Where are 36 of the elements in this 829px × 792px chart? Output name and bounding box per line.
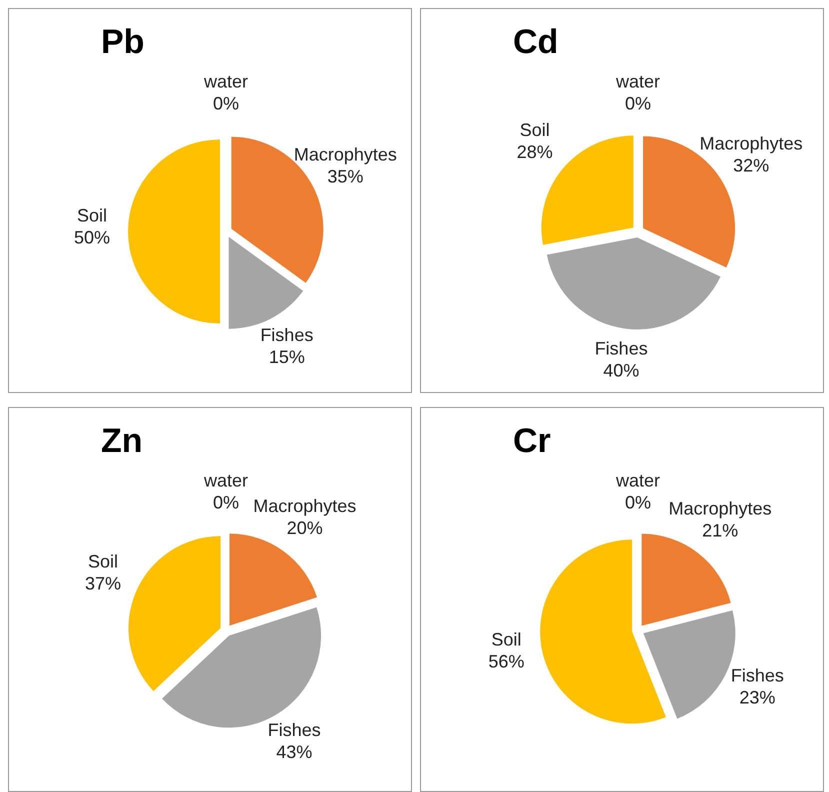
data-label: 28%	[516, 142, 553, 162]
slice-label: Soil	[76, 206, 108, 226]
data-label: 32%	[733, 156, 770, 176]
data-label: 37%	[85, 573, 122, 594]
slice-label: Macrophytes	[294, 144, 397, 165]
data-label: 20%	[286, 518, 323, 538]
category-label: water	[204, 470, 248, 490]
slice-label: Macrophytes	[668, 498, 772, 519]
slice-label: Soil	[88, 551, 118, 572]
slice-label: Fishes	[260, 324, 314, 345]
text: 0%	[212, 492, 240, 512]
slice-label: Fishes	[730, 665, 784, 686]
chart-title: Pb	[101, 23, 144, 62]
data-label: 56%	[488, 652, 524, 672]
data-label: 50%	[74, 228, 110, 248]
data-label: 35%	[327, 166, 364, 187]
slice-label: Macrophytes	[700, 134, 803, 154]
slice-label: Soil	[520, 120, 550, 140]
chart-title: Zn	[101, 422, 143, 461]
category-label: water	[616, 470, 660, 490]
text: 0%	[212, 94, 240, 114]
category-label: water	[204, 72, 248, 92]
data-label: 40%	[603, 360, 640, 380]
slice-label: Macrophytes	[253, 496, 356, 516]
data-label: 15%	[268, 346, 305, 367]
data-label: 21%	[702, 520, 738, 541]
category-label: water	[616, 72, 660, 92]
text: 0%	[624, 94, 652, 114]
slice-label: Soil	[491, 630, 522, 650]
data-label: 43%	[276, 742, 312, 762]
data-label: 23%	[739, 687, 776, 708]
chart-title: Cd	[513, 23, 558, 62]
text: 0%	[624, 492, 652, 512]
chart-title: Cr	[513, 422, 551, 461]
slice-label: Fishes	[268, 720, 321, 740]
slice-label: Fishes	[594, 338, 648, 358]
